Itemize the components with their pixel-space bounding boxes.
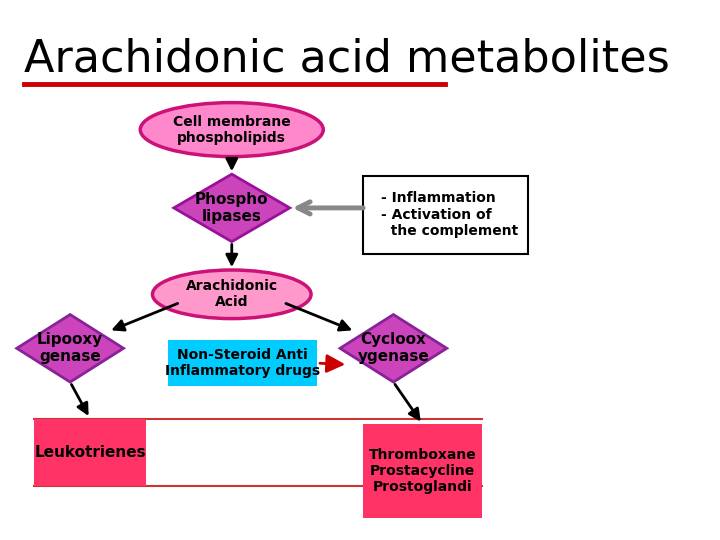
Text: - Inflammation
- Activation of
  the complement: - Inflammation - Activation of the compl… xyxy=(381,192,518,238)
Text: Leukotrienes: Leukotrienes xyxy=(34,445,145,460)
FancyBboxPatch shape xyxy=(34,418,146,486)
Text: Arachidonic acid metabolites: Arachidonic acid metabolites xyxy=(24,38,670,81)
Ellipse shape xyxy=(153,270,311,319)
FancyBboxPatch shape xyxy=(168,340,318,386)
Text: Arachidonic
Acid: Arachidonic Acid xyxy=(186,279,278,309)
Polygon shape xyxy=(340,314,447,382)
Text: Thromboxane
Prostacycline
Prostoglandi: Thromboxane Prostacycline Prostoglandi xyxy=(369,448,476,494)
Text: Cell membrane
phospholipids: Cell membrane phospholipids xyxy=(173,114,291,145)
FancyBboxPatch shape xyxy=(363,176,528,254)
Text: Phospho
lipases: Phospho lipases xyxy=(195,192,269,224)
Text: Non-Steroid Anti
Inflammatory drugs: Non-Steroid Anti Inflammatory drugs xyxy=(165,348,320,378)
Ellipse shape xyxy=(140,103,323,157)
FancyBboxPatch shape xyxy=(363,424,482,518)
Text: Lipooxy
genase: Lipooxy genase xyxy=(37,332,103,365)
Text: Cycloox
ygenase: Cycloox ygenase xyxy=(358,332,429,365)
Polygon shape xyxy=(17,314,124,382)
Polygon shape xyxy=(174,174,289,241)
